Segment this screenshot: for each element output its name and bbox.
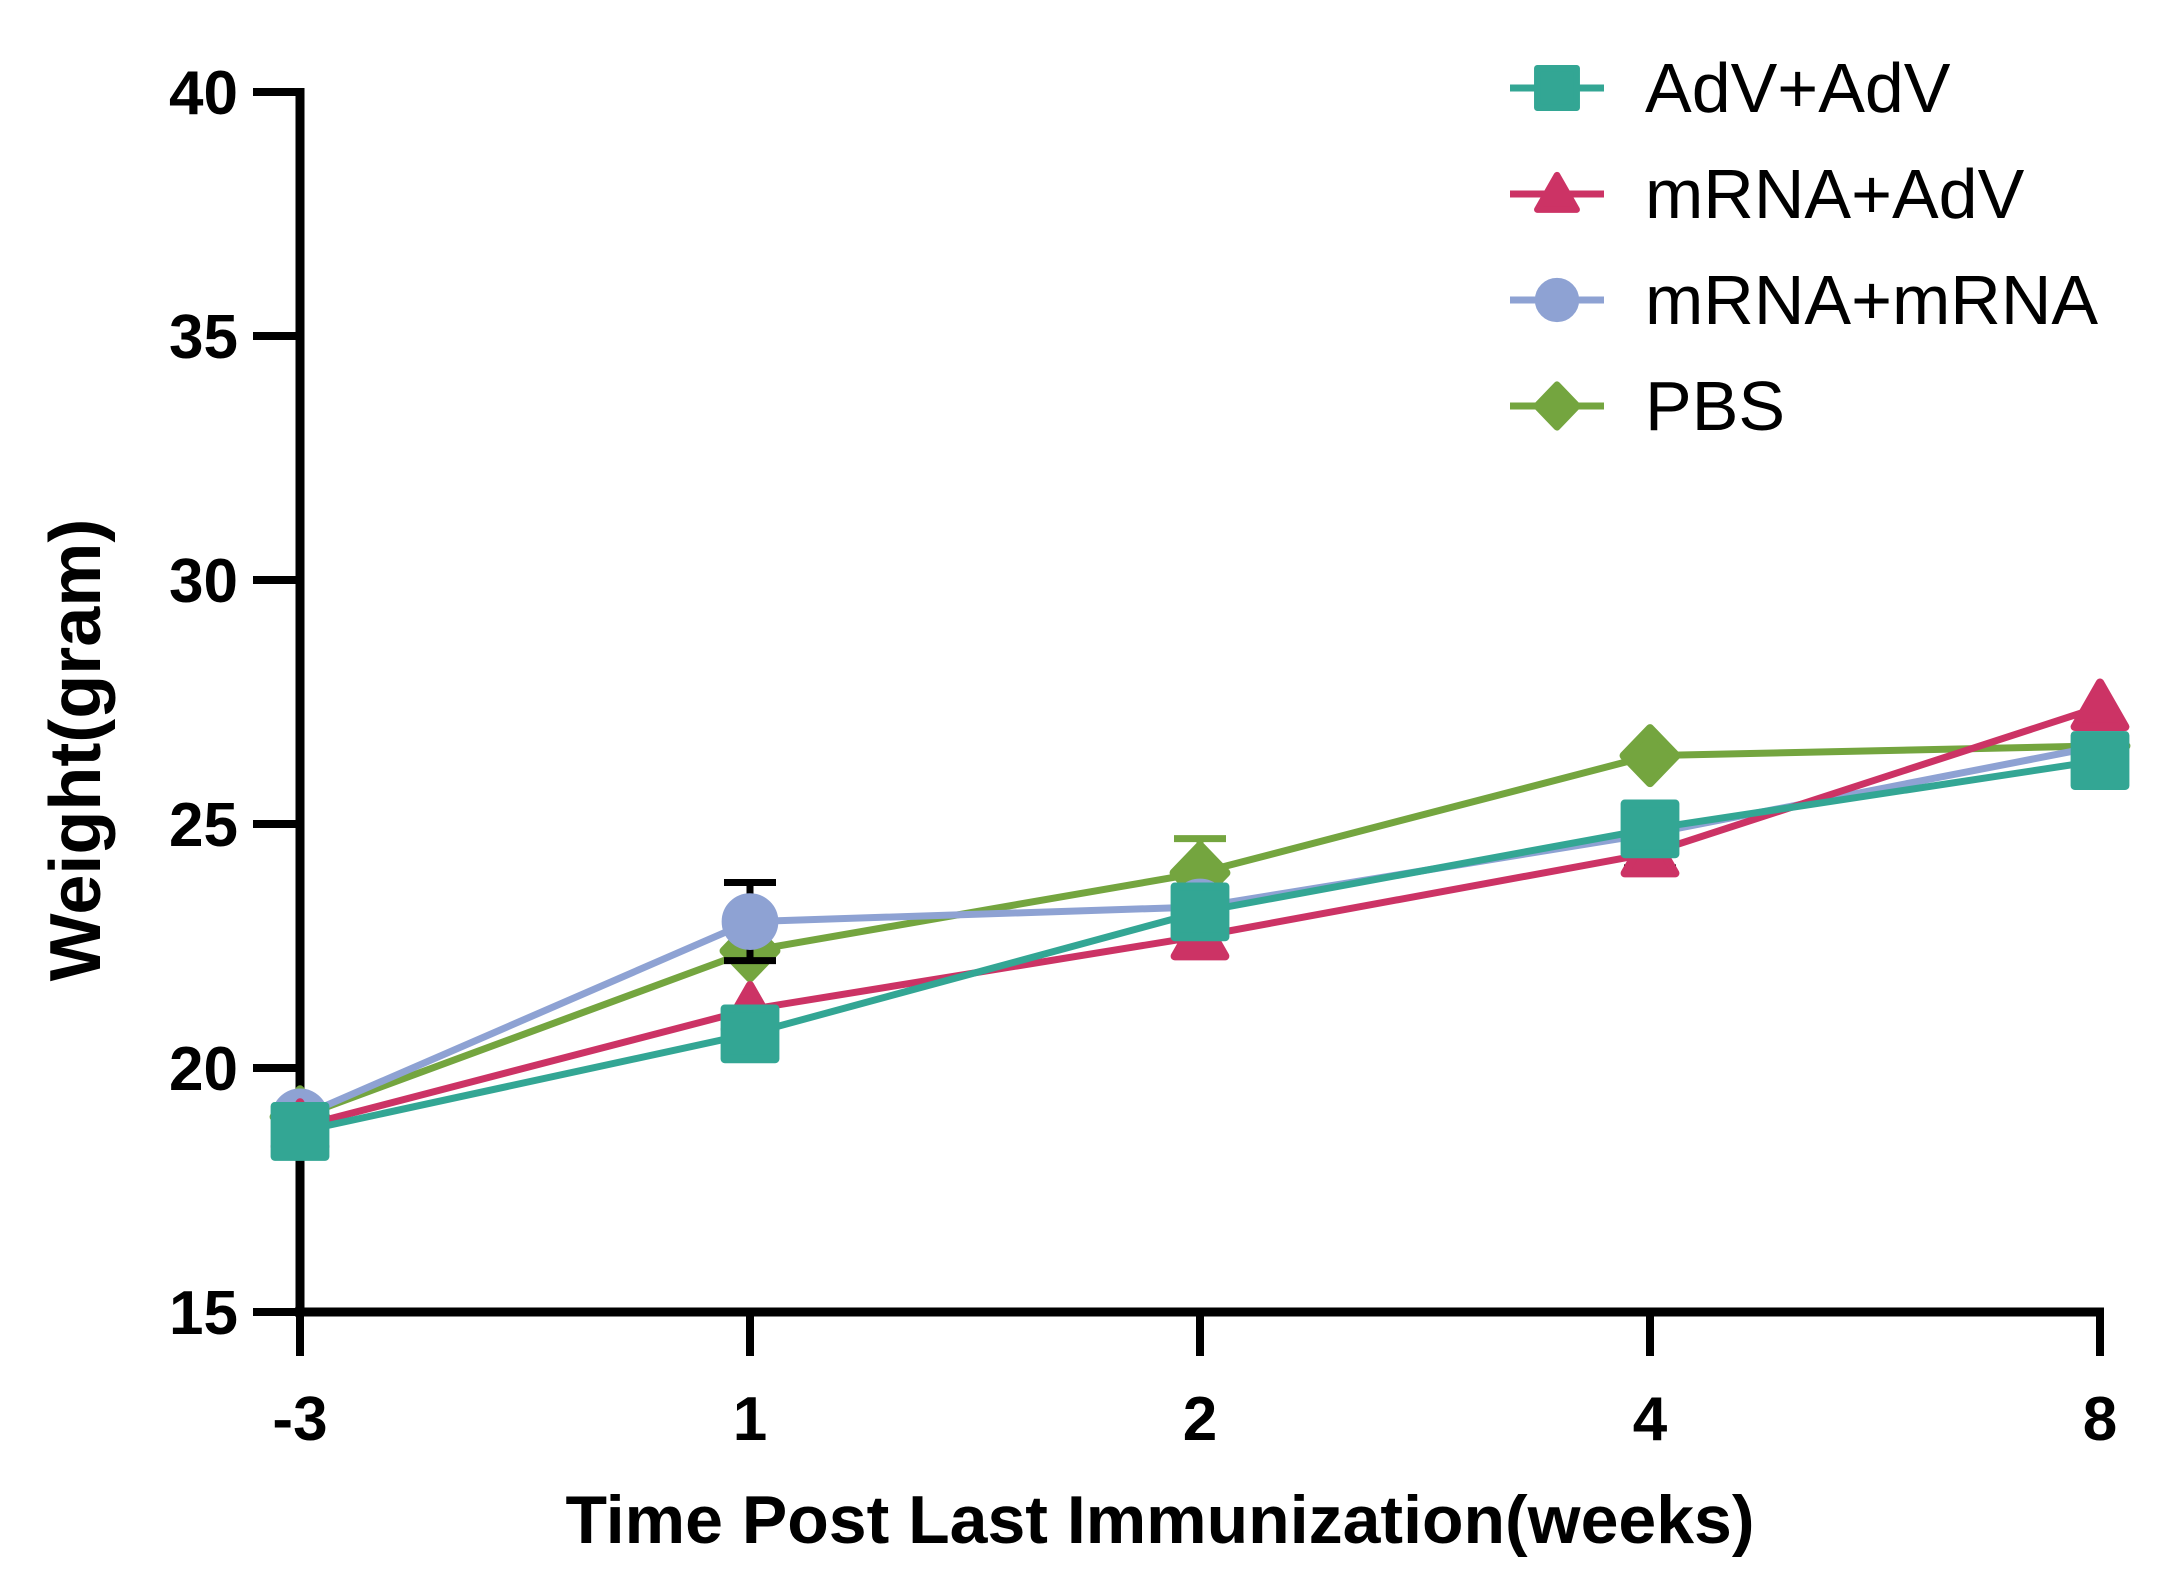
marker-adv-adv xyxy=(720,1004,780,1064)
series-container xyxy=(269,678,2131,1161)
x-tick-label: 4 xyxy=(1633,1385,1668,1454)
y-tick-label: 35 xyxy=(169,303,238,372)
y-tick-label: 40 xyxy=(169,59,238,128)
marker-mrna-adv xyxy=(2070,678,2130,732)
legend-label-adv-adv: AdV+AdV xyxy=(1645,49,1951,127)
series-adv-adv xyxy=(270,731,2130,1161)
legend-item-mrna-mrna: mRNA+mRNA xyxy=(1510,261,2098,339)
x-tick-label: -3 xyxy=(272,1385,327,1454)
legend-label-mrna-mrna: mRNA+mRNA xyxy=(1645,261,2098,339)
x-tick-label: 2 xyxy=(1183,1385,1217,1454)
y-tick-label: 30 xyxy=(169,547,238,616)
marker-pbs xyxy=(1619,724,1681,788)
marker-adv-adv xyxy=(1170,882,1230,942)
legend-item-mrna-adv: mRNA+AdV xyxy=(1510,155,2025,233)
legend-marker-mrna-adv xyxy=(1534,171,1580,213)
legend: AdV+AdV mRNA+AdV mRNA+mRNA PBS xyxy=(1510,49,2098,445)
legend-label-pbs: PBS xyxy=(1645,367,1785,445)
legend-marker-pbs xyxy=(1533,381,1581,431)
marker-mrna-mrna xyxy=(721,893,779,950)
x-tick-label: 8 xyxy=(2083,1385,2117,1454)
legend-marker-mrna-mrna xyxy=(1534,277,1580,323)
x-axis-title: Time Post Last Immunization(weeks) xyxy=(565,1482,1754,1558)
marker-adv-adv xyxy=(1620,799,1680,859)
x-tick-label: 1 xyxy=(733,1385,767,1454)
marker-adv-adv xyxy=(270,1102,330,1161)
legend-item-pbs: PBS xyxy=(1510,367,1785,445)
y-tick-label: 25 xyxy=(169,791,238,860)
legend-label-mrna-adv: mRNA+AdV xyxy=(1645,155,2025,233)
legend-item-adv-adv: AdV+AdV xyxy=(1510,49,1951,127)
axes: 15 20 25 30 35 40 -3 1 2 4 8 xyxy=(169,59,2117,1454)
y-tick-label: 20 xyxy=(169,1035,238,1104)
marker-adv-adv xyxy=(2070,731,2130,790)
y-axis-title: Weight(gram) xyxy=(36,519,116,982)
y-tick-label: 15 xyxy=(169,1279,238,1348)
legend-marker-adv-adv xyxy=(1534,65,1580,111)
